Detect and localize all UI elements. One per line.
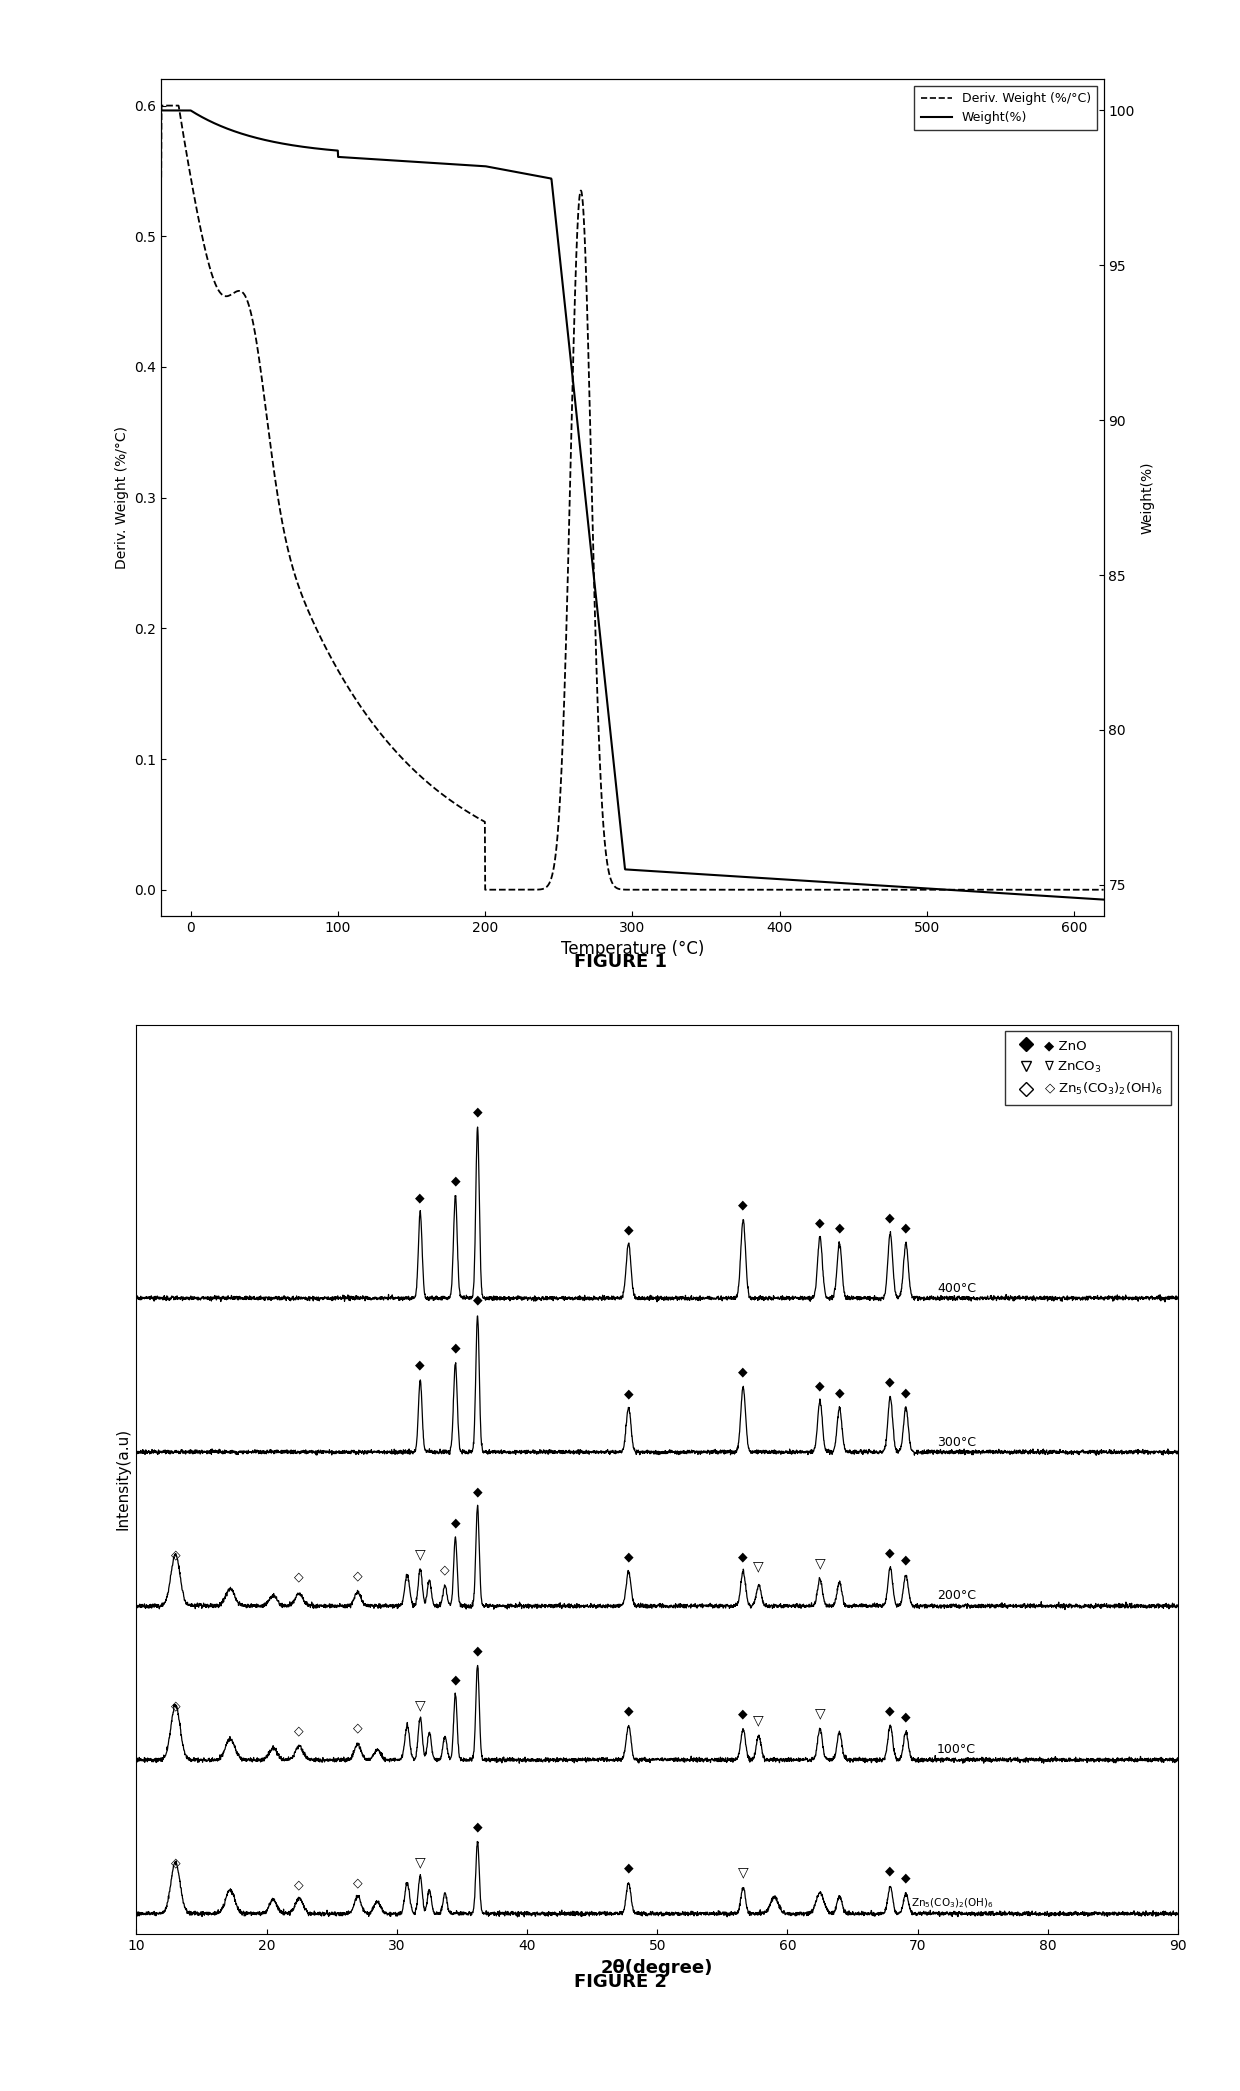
Text: ▽: ▽ [415,1547,425,1562]
Text: ▽: ▽ [754,1560,764,1572]
X-axis label: Temperature (°C): Temperature (°C) [560,941,704,958]
Text: ▽: ▽ [754,1713,764,1727]
Text: ◆: ◆ [624,1549,634,1564]
Text: ◇: ◇ [171,1698,180,1713]
Text: ◆: ◆ [885,1547,895,1560]
Text: ▽: ▽ [415,1855,425,1869]
Text: ▽: ▽ [738,1865,749,1880]
Text: ◆: ◆ [624,1388,634,1401]
Text: ◆: ◆ [738,1365,748,1378]
Text: ◆: ◆ [901,1871,910,1884]
Y-axis label: Intensity(a.u): Intensity(a.u) [115,1428,131,1531]
Text: ◆: ◆ [624,1704,634,1717]
Text: ◆: ◆ [472,1644,482,1658]
Text: 200°C: 200°C [937,1589,976,1602]
Legend: Deriv. Weight (%/°C), Weight(%): Deriv. Weight (%/°C), Weight(%) [914,86,1097,130]
Text: ◆: ◆ [885,1704,895,1717]
Text: ◆: ◆ [738,1198,748,1211]
Y-axis label: Deriv. Weight (%/°C): Deriv. Weight (%/°C) [115,427,129,569]
Text: ◆: ◆ [415,1359,425,1372]
Text: ◆: ◆ [415,1192,425,1204]
Text: ▽: ▽ [815,1706,826,1721]
Text: ◆: ◆ [815,1380,825,1393]
Text: ◆: ◆ [885,1211,895,1225]
Text: FIGURE 1: FIGURE 1 [573,953,667,970]
Text: ▽: ▽ [415,1698,425,1713]
Text: ▽: ▽ [815,1556,826,1570]
Text: ◆: ◆ [624,1223,634,1236]
Text: ◆: ◆ [472,1106,482,1119]
Text: ◇: ◇ [171,1549,180,1562]
Text: 100°C: 100°C [937,1744,976,1756]
Text: ◆: ◆ [472,1821,482,1834]
Text: ◇: ◇ [440,1564,450,1577]
Text: FIGURE 2: FIGURE 2 [573,1974,667,1991]
Text: ◆: ◆ [901,1221,910,1236]
Text: ◆: ◆ [885,1865,895,1878]
Text: ◆: ◆ [738,1549,748,1564]
Text: ◇: ◇ [353,1568,362,1583]
Text: ◆: ◆ [450,1673,460,1685]
Text: ◆: ◆ [450,1173,460,1188]
Text: ◆: ◆ [815,1217,825,1230]
Text: ◆: ◆ [835,1386,844,1399]
Text: ◆: ◆ [450,1342,460,1355]
Text: ◆: ◆ [624,1861,634,1874]
Text: ◇: ◇ [294,1570,304,1583]
X-axis label: 2θ(degree): 2θ(degree) [601,1959,713,1976]
Text: ◆: ◆ [901,1710,910,1723]
Text: ◆: ◆ [738,1708,748,1721]
Text: 300°C: 300°C [937,1437,976,1449]
Text: ◆: ◆ [835,1221,844,1236]
Text: ◆: ◆ [901,1554,910,1566]
Y-axis label: Weight(%): Weight(%) [1141,462,1154,533]
Legend: ◆ ZnO, ∇ ZnCO$_3$, ◇ Zn$_5$(CO$_3$)$_2$(OH)$_6$: ◆ ZnO, ∇ ZnCO$_3$, ◇ Zn$_5$(CO$_3$)$_2$(… [1004,1031,1172,1106]
Text: ◆: ◆ [472,1485,482,1497]
Text: ◇: ◇ [294,1725,304,1738]
Text: ◇: ◇ [171,1857,180,1869]
Text: ◆: ◆ [450,1516,460,1529]
Text: ◇: ◇ [294,1878,304,1892]
Text: Zn$_5$(CO$_3$)$_2$(OH)$_6$: Zn$_5$(CO$_3$)$_2$(OH)$_6$ [911,1897,993,1911]
Text: ◇: ◇ [353,1878,362,1890]
Text: ◇: ◇ [353,1721,362,1733]
Text: ◆: ◆ [885,1376,895,1388]
Text: ◆: ◆ [901,1386,910,1399]
Text: 400°C: 400°C [937,1282,976,1294]
Text: ◆: ◆ [472,1294,482,1307]
